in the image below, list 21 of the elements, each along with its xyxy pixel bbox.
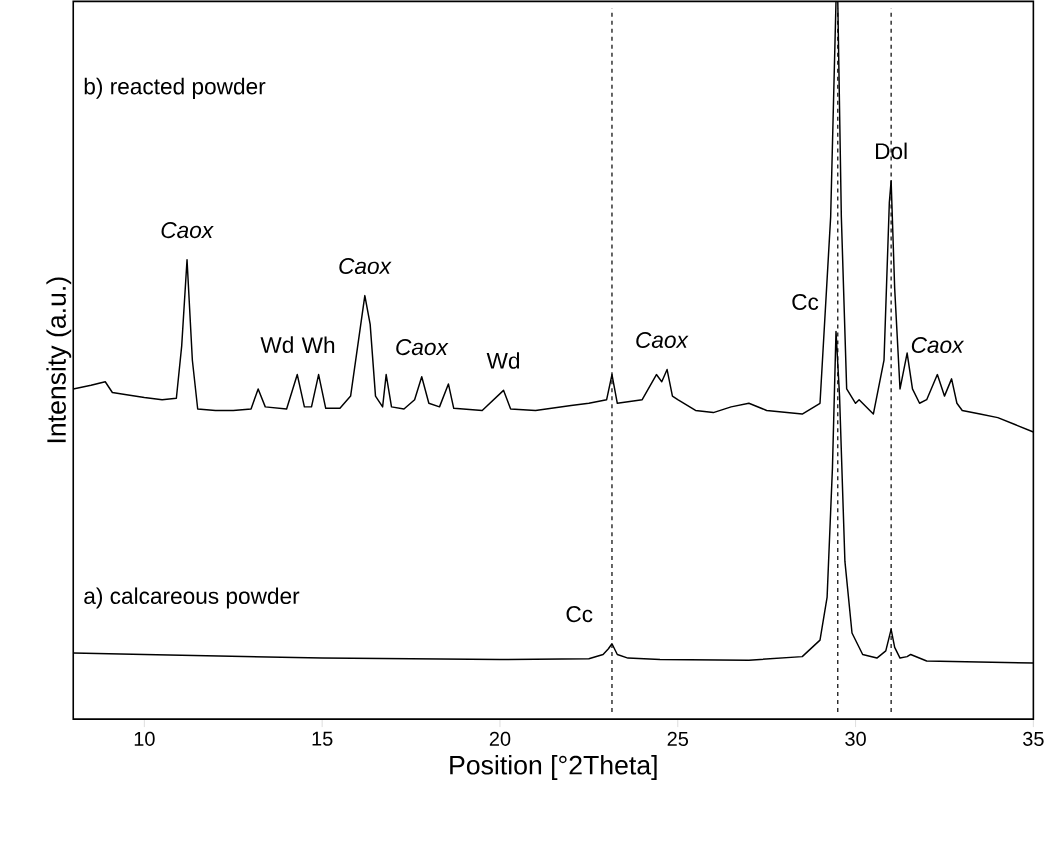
annotation: Caox [396,339,449,356]
annotation: Wh [301,336,335,354]
x-tick-label: 10 [134,731,155,747]
annotation: b) reacted powder [84,77,266,100]
x-tick-label: 20 [489,731,511,747]
y-axis-title: Intensity (a.u.) [46,277,72,443]
x-tick-label: 15 [312,731,333,746]
annotation: Dol [876,142,907,160]
x-tick-label: 35 [1023,731,1044,747]
annotation: Wd [260,336,293,354]
x-tick-label: 30 [845,731,866,747]
x-tick-label: 25 [667,731,689,747]
annotation: a) calcareous powder [84,587,300,609]
annotation: Caox [911,337,965,354]
annotation: Wd [486,352,520,369]
annotation: Caox [161,222,214,239]
annotation: Cc [566,606,593,623]
annotation: Caox [339,258,392,275]
x-axis-title: Position [°2Theta] [450,755,657,781]
annotation: Cc [792,294,819,311]
annotation: Caox [636,332,689,349]
